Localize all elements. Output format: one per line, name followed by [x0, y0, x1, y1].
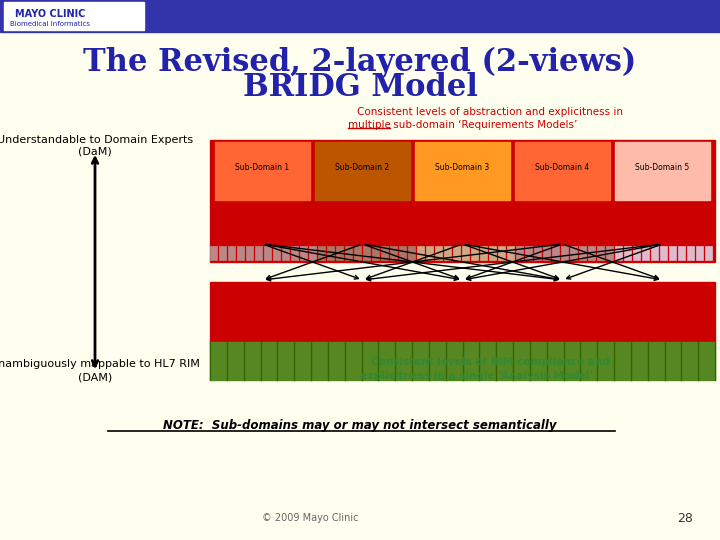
- Text: Sub-Domain 1: Sub-Domain 1: [235, 163, 289, 172]
- Bar: [318, 246, 325, 260]
- Bar: [669, 246, 676, 260]
- Bar: [633, 246, 640, 260]
- Bar: [489, 246, 496, 260]
- Text: (DaM): (DaM): [78, 147, 112, 157]
- Bar: [228, 246, 235, 260]
- Text: Biomedical Informatics: Biomedical Informatics: [10, 21, 90, 27]
- Text: 28: 28: [677, 511, 693, 524]
- Text: Understandable to Domain Experts: Understandable to Domain Experts: [0, 135, 193, 145]
- Bar: [498, 246, 505, 260]
- Bar: [372, 246, 379, 260]
- Text: Consistent levels of abstraction and explicitness in: Consistent levels of abstraction and exp…: [357, 107, 623, 117]
- Bar: [215, 142, 310, 200]
- Bar: [642, 246, 649, 260]
- Text: Sub-Domain 3: Sub-Domain 3: [436, 163, 490, 172]
- Bar: [471, 246, 478, 260]
- Bar: [444, 246, 451, 260]
- Bar: [588, 246, 595, 260]
- Bar: [363, 246, 370, 260]
- Bar: [462, 246, 469, 260]
- Bar: [534, 246, 541, 260]
- Bar: [426, 246, 433, 260]
- Text: © 2009 Mayo Clinic: © 2009 Mayo Clinic: [262, 513, 359, 523]
- Bar: [705, 246, 712, 260]
- Text: Sub-Domain 5: Sub-Domain 5: [635, 163, 690, 172]
- Bar: [210, 342, 715, 380]
- Bar: [606, 246, 613, 260]
- Bar: [696, 246, 703, 260]
- Text: Sub-Domain 4: Sub-Domain 4: [536, 163, 590, 172]
- Bar: [453, 246, 460, 260]
- Bar: [660, 246, 667, 260]
- Text: Unambiguously mappable to HL7 RIM: Unambiguously mappable to HL7 RIM: [0, 359, 200, 369]
- Bar: [327, 246, 334, 260]
- Bar: [615, 142, 710, 200]
- Bar: [0, 0, 720, 32]
- Bar: [315, 142, 410, 200]
- Bar: [219, 246, 226, 260]
- Bar: [570, 246, 577, 260]
- Bar: [687, 246, 694, 260]
- Bar: [552, 246, 559, 260]
- Bar: [624, 246, 631, 260]
- Bar: [615, 246, 622, 260]
- Text: Consistent levels of RIM-compliance and: Consistent levels of RIM-compliance and: [371, 357, 609, 367]
- Text: explicitness in a single ‘Analysis Model’: explicitness in a single ‘Analysis Model…: [360, 371, 593, 381]
- Bar: [516, 246, 523, 260]
- Bar: [282, 246, 289, 260]
- Bar: [408, 246, 415, 260]
- Text: BRIDG Model: BRIDG Model: [243, 71, 477, 103]
- Bar: [597, 246, 604, 260]
- Text: sub-domain ‘Requirements Models’: sub-domain ‘Requirements Models’: [390, 120, 577, 130]
- Bar: [480, 246, 487, 260]
- Bar: [210, 246, 217, 260]
- Bar: [651, 246, 658, 260]
- Bar: [678, 246, 685, 260]
- Bar: [210, 282, 715, 342]
- Text: Sub-Domain 2: Sub-Domain 2: [336, 163, 390, 172]
- Bar: [561, 246, 568, 260]
- Bar: [381, 246, 388, 260]
- Bar: [525, 246, 532, 260]
- Bar: [309, 246, 316, 260]
- Bar: [336, 246, 343, 260]
- Text: (DAM): (DAM): [78, 372, 112, 382]
- Text: NOTE:  Sub-domains may or may not intersect semantically: NOTE: Sub-domains may or may not interse…: [163, 418, 557, 431]
- Bar: [4, 2, 144, 30]
- Bar: [417, 246, 424, 260]
- Bar: [399, 246, 406, 260]
- Bar: [210, 140, 715, 262]
- Bar: [507, 246, 514, 260]
- Text: multiple: multiple: [348, 120, 391, 130]
- Bar: [246, 246, 253, 260]
- Bar: [237, 246, 244, 260]
- Bar: [415, 142, 510, 200]
- Bar: [515, 142, 610, 200]
- Bar: [345, 246, 352, 260]
- Bar: [390, 246, 397, 260]
- Text: MAYO CLINIC: MAYO CLINIC: [15, 9, 85, 19]
- Bar: [579, 246, 586, 260]
- Bar: [264, 246, 271, 260]
- Bar: [255, 246, 262, 260]
- Bar: [354, 246, 361, 260]
- Bar: [435, 246, 442, 260]
- Bar: [300, 246, 307, 260]
- Bar: [273, 246, 280, 260]
- Bar: [543, 246, 550, 260]
- Bar: [291, 246, 298, 260]
- Text: The Revised, 2-layered (2-views): The Revised, 2-layered (2-views): [84, 46, 636, 78]
